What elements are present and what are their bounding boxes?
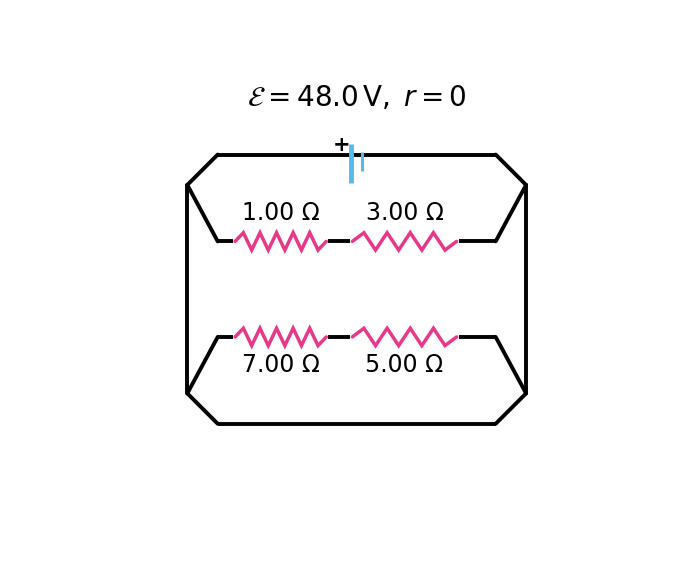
Text: 3.00 Ω: 3.00 Ω	[365, 201, 443, 225]
Text: 7.00 Ω: 7.00 Ω	[242, 354, 319, 377]
Text: 1.00 Ω: 1.00 Ω	[242, 201, 319, 225]
Text: $\mathcal{E} = 48.0\,\mathrm{V},\; r = 0$: $\mathcal{E} = 48.0\,\mathrm{V},\; r = 0…	[247, 84, 466, 112]
Text: 5.00 Ω: 5.00 Ω	[365, 354, 443, 377]
Text: +: +	[333, 135, 350, 155]
